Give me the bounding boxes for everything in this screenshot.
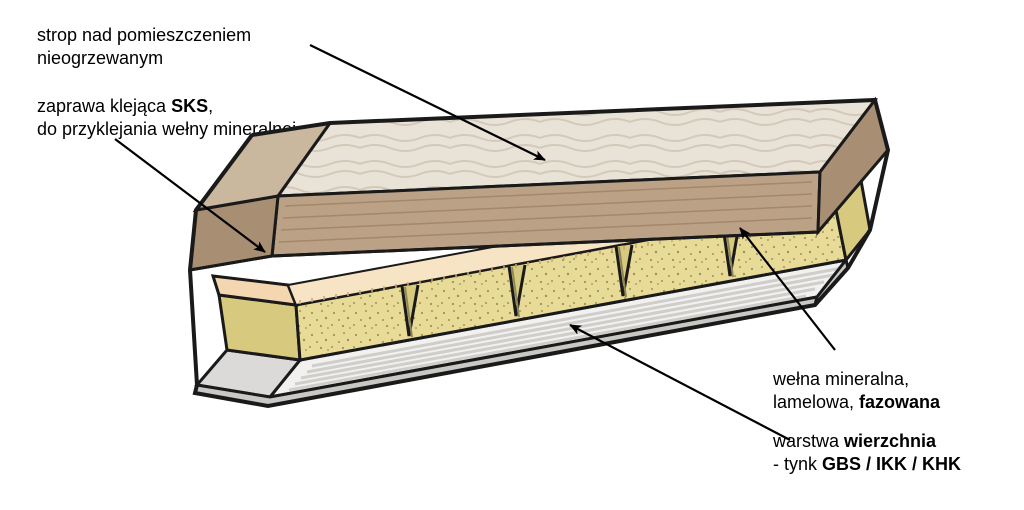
diagram-svg	[0, 0, 1024, 510]
arrow-plaster	[570, 325, 790, 440]
